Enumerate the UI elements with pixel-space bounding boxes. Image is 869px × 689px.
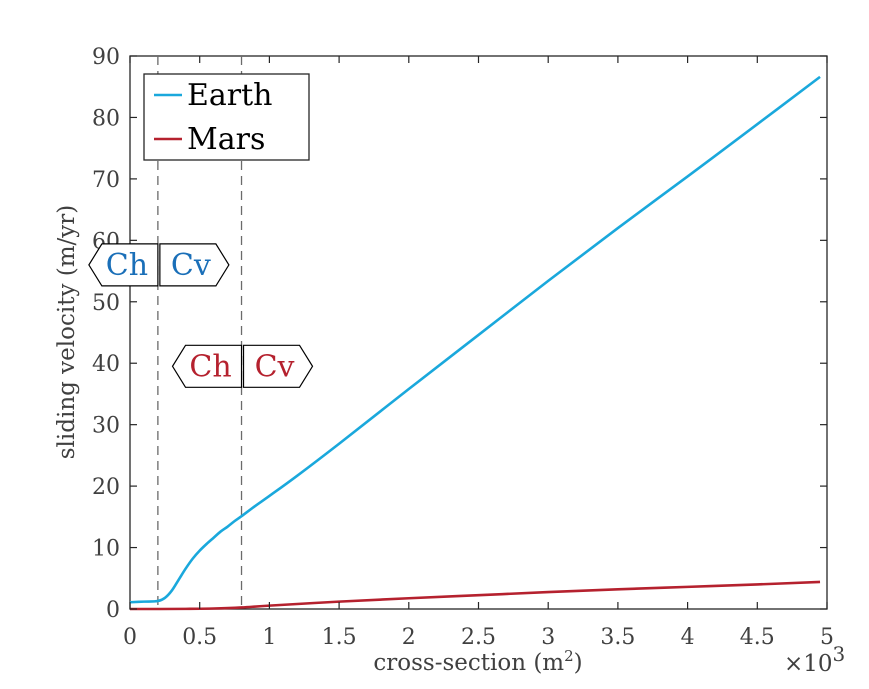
x-multiplier: ×103: [784, 642, 845, 677]
y-tick-label: 70: [92, 168, 120, 193]
x-tick-label: 2.5: [461, 625, 496, 650]
y-tick-label: 30: [92, 414, 120, 439]
regime-box-left: [171, 344, 243, 388]
x-tick-label: 1: [262, 625, 276, 650]
x-tick-label: 5: [820, 625, 834, 650]
y-tick-label: 50: [92, 291, 120, 316]
regime-box-left: [88, 243, 159, 287]
x-axis-label: cross-section (m2): [373, 647, 582, 676]
regime-box-right: [242, 344, 314, 388]
legend: Earth Mars: [143, 73, 310, 161]
x-tick-label: 2: [402, 625, 416, 650]
legend-label-mars: Mars: [187, 122, 265, 157]
y-tick-label: 40: [92, 352, 120, 377]
x-tick-label: 0.5: [182, 625, 217, 650]
regime-labels: Ch Cv Ch Cv: [88, 243, 314, 388]
x-tick-labels: 0 0.5 1 1.5 2 2.5 3 3.5 4 4.5 5: [123, 625, 834, 650]
x-tick-label: 3.5: [600, 625, 635, 650]
series-line-earth: [129, 75, 821, 604]
regime-label-left: Ch: [189, 349, 231, 384]
y-tick-label: 20: [92, 475, 120, 500]
series-lines: [129, 75, 821, 611]
x-tick-label: 3: [541, 625, 555, 650]
x-tick-label: 4.5: [740, 625, 775, 650]
y-tick-label: 80: [92, 106, 120, 131]
regime-label-left: Ch: [106, 248, 148, 283]
regime-label-right: Cv: [171, 248, 211, 283]
x-tick-label: 0: [123, 625, 137, 650]
y-tick-label: 90: [92, 45, 120, 70]
x-tick-label: 4: [681, 625, 695, 650]
y-axis-label: sliding velocity (m/yr): [54, 205, 80, 460]
legend-box: [143, 73, 310, 161]
axis-ticks: [129, 55, 828, 610]
regime-box-right: [159, 243, 230, 287]
regime-label-1: Ch Cv: [171, 344, 314, 388]
y-tick-label: 0: [106, 598, 120, 623]
y-tick-label: 10: [92, 537, 120, 562]
legend-label-earth: Earth: [187, 78, 273, 113]
series-line-mars: [129, 580, 821, 611]
regime-label-0: Ch Cv: [88, 243, 230, 287]
regime-label-right: Cv: [255, 349, 295, 384]
x-tick-label: 1.5: [322, 625, 357, 650]
